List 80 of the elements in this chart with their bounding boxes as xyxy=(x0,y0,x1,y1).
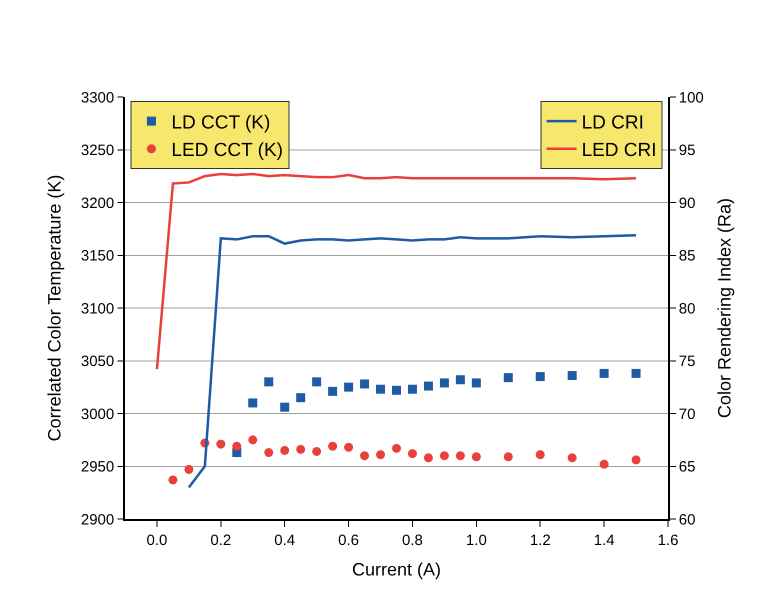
point xyxy=(632,368,641,378)
x-tick-label: 1.2 xyxy=(530,532,551,549)
y-tick-label: 2900 xyxy=(80,511,114,528)
point xyxy=(296,393,306,402)
point xyxy=(568,453,577,462)
y2-tick-label: 85 xyxy=(678,248,696,264)
point xyxy=(344,442,354,452)
x-tick-label: 1.4 xyxy=(594,532,615,549)
y-tick-label: 3300 xyxy=(80,89,114,106)
point xyxy=(312,377,322,386)
point xyxy=(392,444,401,453)
point xyxy=(408,384,417,394)
y-tick-label: 3200 xyxy=(80,194,114,212)
y-tick-label: 3100 xyxy=(80,300,114,318)
y-tick-label: 3050 xyxy=(80,353,114,370)
line-series xyxy=(188,234,638,489)
point xyxy=(168,475,178,484)
point xyxy=(360,379,370,388)
y2-tick-label: 100 xyxy=(678,89,704,106)
point xyxy=(248,435,258,444)
point xyxy=(472,452,481,462)
legend-label: LD CRI xyxy=(582,112,644,134)
point xyxy=(392,386,401,395)
y2-tick-label: 60 xyxy=(678,511,696,528)
y-tick-label: 3250 xyxy=(80,142,114,159)
y2-tick-label: 95 xyxy=(678,142,696,159)
y-axis-title: Correlated Color Temperature (K) xyxy=(44,174,65,442)
point xyxy=(280,402,290,412)
legend-label: LED CRI xyxy=(582,140,657,162)
point xyxy=(456,375,465,384)
y2-tick-label: 75 xyxy=(678,353,696,370)
point xyxy=(184,464,194,474)
point xyxy=(312,446,322,456)
x-tick-label: 0.6 xyxy=(338,532,360,549)
point xyxy=(472,378,481,388)
point xyxy=(376,384,386,394)
x-tick-label: 1.0 xyxy=(466,532,487,549)
x-tick-label: 0.2 xyxy=(210,532,232,549)
x-axis-title: Current (A) xyxy=(352,559,442,580)
point xyxy=(280,446,290,455)
line-series xyxy=(156,172,638,370)
x-tick-label: 0.4 xyxy=(274,532,296,549)
point xyxy=(376,450,386,460)
point xyxy=(440,378,449,388)
y2-tick-label: 70 xyxy=(678,406,696,423)
point xyxy=(328,386,338,396)
point xyxy=(408,449,417,458)
legend-label: LED CCT (K) xyxy=(171,140,283,162)
point xyxy=(600,460,609,469)
y-tick-label: 2950 xyxy=(80,458,114,476)
point xyxy=(440,451,449,460)
y-tick-label: 3150 xyxy=(80,248,114,264)
point xyxy=(328,442,338,451)
x-tick-label: 0.0 xyxy=(146,532,168,549)
legend-label: LD CCT (K) xyxy=(171,112,270,134)
point xyxy=(632,455,641,464)
y2-tick-label: 90 xyxy=(678,194,696,212)
point xyxy=(360,451,370,460)
point xyxy=(424,453,433,462)
point xyxy=(216,440,226,449)
point xyxy=(600,368,609,378)
point xyxy=(456,451,465,460)
y-tick-label: 3000 xyxy=(80,406,114,423)
point xyxy=(344,382,354,392)
point xyxy=(568,371,577,380)
y2-axis-title: Color Rendering Index (Ra) xyxy=(714,198,734,418)
point xyxy=(232,442,242,451)
point xyxy=(536,450,545,460)
point xyxy=(264,377,274,386)
point xyxy=(536,372,545,382)
point xyxy=(504,373,513,382)
x-tick-label: 1.6 xyxy=(658,532,678,549)
point xyxy=(504,452,513,462)
point xyxy=(264,448,274,458)
y2-tick-label: 65 xyxy=(678,458,696,476)
y2-tick-label: 80 xyxy=(678,300,696,318)
point xyxy=(424,382,433,391)
x-tick-label: 0.8 xyxy=(402,532,423,549)
point xyxy=(296,444,306,454)
point xyxy=(248,398,258,408)
